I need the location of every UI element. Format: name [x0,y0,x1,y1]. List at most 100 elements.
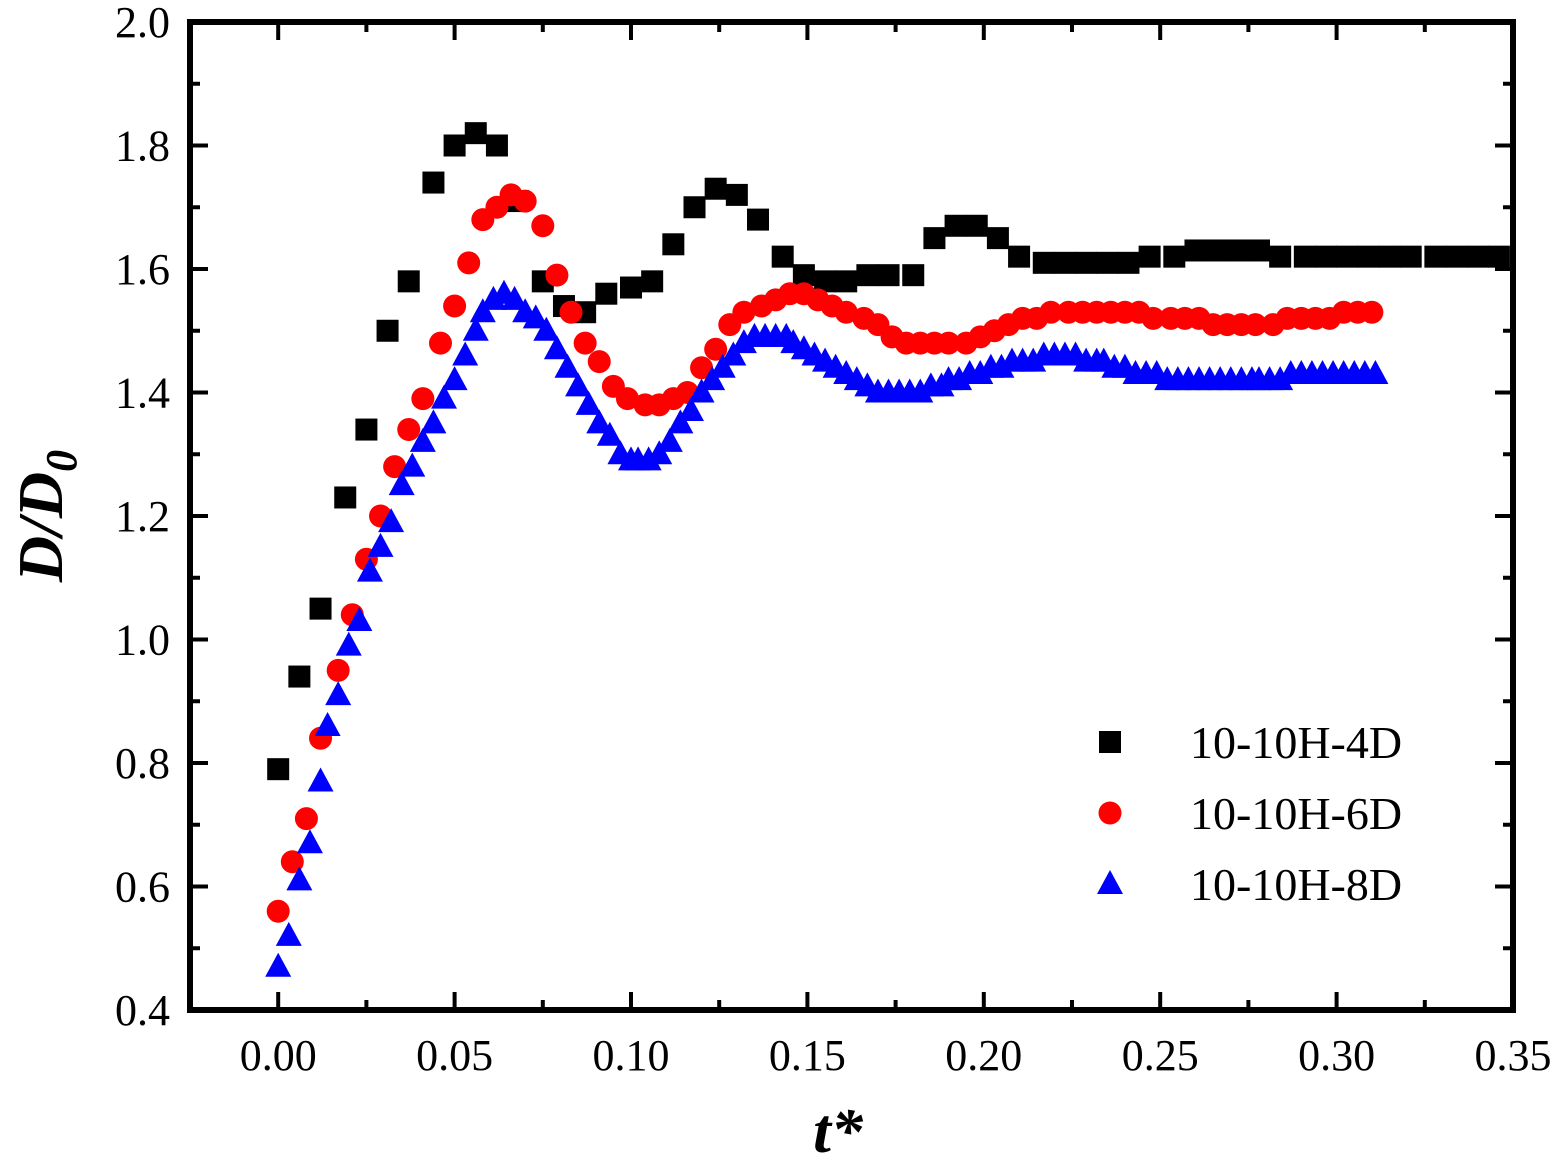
data-point [485,134,508,157]
y-tick-label: 2.0 [115,0,170,47]
data-point [1487,245,1510,268]
data-point [314,711,341,736]
data-point [376,319,399,342]
legend: 10-10H-4D 10-10H-6D 10-10H-8D [1097,717,1402,910]
x-tick-label: 0.25 [1122,1031,1199,1080]
data-point [1141,306,1165,330]
data-point [501,285,528,310]
y-tick-label: 0.4 [115,986,170,1035]
y-tick-label: 1.6 [115,245,170,294]
data-point [907,378,934,403]
y-tick-label: 1.8 [115,122,170,171]
data-point [409,427,436,452]
data-point [1362,359,1389,384]
data-point [877,264,900,287]
series-3 [265,279,1389,977]
data-point [469,298,496,323]
data-point [967,359,994,384]
data-point [1053,251,1076,274]
axis-ticks [190,20,1515,1012]
data-point [677,397,704,422]
data-point [265,952,292,977]
data-point [1357,245,1380,268]
legend-label: 10-10H-8D [1190,859,1402,910]
x-axis-title: t* [813,1095,864,1163]
data-point [1378,245,1401,268]
data-point [294,807,318,831]
data-point [464,122,487,145]
data-point [1315,245,1338,268]
data-point [1163,245,1186,268]
data-point [334,486,357,509]
data-point [383,455,407,479]
data-point [1336,245,1359,268]
data-point [428,331,452,355]
data-point [286,866,313,891]
data-point [667,409,694,434]
data-point [937,331,961,355]
data-point [944,214,967,237]
axis-tick-labels: 0.00 0.05 0.10 0.15 0.20 0.25 0.30 0.35 0.4 0.6 0.… [115,0,1552,1080]
data-point [388,471,415,496]
data-point [596,421,623,446]
data-point [771,245,794,268]
data-point [397,270,420,293]
data-point [443,294,467,318]
data-point [399,452,426,477]
data-point [1008,245,1031,268]
data-point [356,557,383,582]
data-point [531,214,555,238]
data-point [280,850,304,874]
data-point [902,264,925,287]
data-point [1247,239,1270,262]
data-point [288,665,311,688]
data-point [923,227,946,250]
data-point [641,270,664,293]
data-point [690,356,714,380]
data-point [732,300,756,324]
data-point [965,214,988,237]
x-tick-label: 0.05 [416,1031,493,1080]
data-point [267,758,290,781]
data-point [543,335,570,360]
data-point [704,177,727,200]
data-point [307,767,334,792]
series-2 [266,183,1384,923]
data-point [1267,366,1294,391]
data-point [1399,245,1422,268]
data-point [595,282,618,305]
legend-item: 10-10H-8D [1097,859,1402,910]
data-point [565,372,592,397]
data-point [834,300,858,324]
data-point [946,366,973,391]
y-tick-label: 1.0 [115,616,170,665]
data-point [573,331,597,355]
data-point [646,440,673,465]
data-point [856,264,879,287]
data-point [355,418,378,441]
legend-marker [1098,801,1122,825]
data-point [1424,245,1447,268]
data-point [275,921,302,946]
data-point [452,341,479,366]
data-point [346,606,373,631]
y-tick-label: 1.2 [115,492,170,541]
data-point [1269,245,1292,268]
legend-item: 10-10H-6D [1098,788,1402,839]
data-point [699,366,726,391]
data-point [378,508,405,533]
data-point [443,134,466,157]
series-1 [267,122,1510,781]
data-point [1020,347,1047,372]
data-point [522,304,549,329]
data-point [1039,300,1063,324]
data-point [688,378,715,403]
data-point [635,446,662,471]
data-point [747,208,770,231]
data-point [615,387,639,411]
data-point [326,658,350,682]
data-point [533,316,560,341]
y-tick-label: 0.6 [115,863,170,912]
legend-item: 10-10H-4D [1099,717,1402,768]
